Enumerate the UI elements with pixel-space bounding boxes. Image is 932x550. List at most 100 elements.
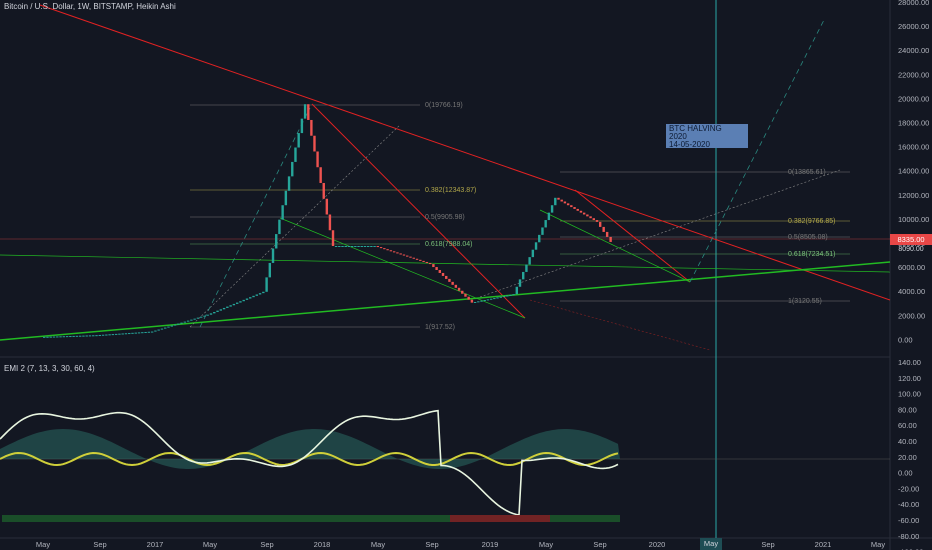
time-tick-label: May bbox=[539, 540, 553, 549]
current-price-tag: 8335.00 bbox=[890, 234, 932, 245]
fib-right bbox=[560, 171, 850, 302]
candle bbox=[505, 295, 509, 297]
candle bbox=[85, 335, 88, 337]
price-tick-label: 14000.00 bbox=[898, 167, 929, 176]
candle bbox=[454, 284, 458, 288]
candle bbox=[422, 260, 425, 262]
candle bbox=[467, 296, 470, 300]
candle bbox=[602, 226, 605, 232]
candle bbox=[294, 147, 297, 162]
candle bbox=[457, 287, 461, 291]
candle bbox=[52, 336, 56, 338]
candle bbox=[528, 257, 531, 265]
candle bbox=[206, 314, 209, 316]
indicator-title: EMI 2 (7, 13, 3, 30, 60, 4) bbox=[4, 364, 95, 373]
candle bbox=[341, 246, 344, 247]
fib-label: 0.5(8505.08) bbox=[788, 234, 828, 241]
indicator-bar-green bbox=[2, 515, 620, 522]
price-axis: 28000.00 26000.00 24000.00 22000.00 20000.00… bbox=[898, 0, 929, 344]
candle bbox=[402, 254, 406, 256]
secondary-price-tag: 8090.00 bbox=[898, 246, 924, 253]
candle bbox=[451, 281, 454, 285]
indicator-tick-label: -80.00 bbox=[898, 532, 919, 541]
candle bbox=[347, 246, 351, 247]
halving-annotation[interactable]: BTC HALVING 2020 14-05-2020 bbox=[666, 124, 748, 149]
candle bbox=[101, 334, 105, 336]
candle bbox=[425, 261, 429, 264]
candle bbox=[534, 242, 538, 250]
candle bbox=[65, 336, 69, 338]
candle bbox=[271, 248, 275, 263]
candle bbox=[547, 212, 551, 221]
candle bbox=[134, 332, 137, 334]
candle bbox=[461, 290, 464, 294]
candle bbox=[287, 176, 291, 191]
fib-label: 0.382(9766.85) bbox=[788, 218, 835, 225]
candle bbox=[357, 246, 360, 247]
fib-label: 0.382(12343.87) bbox=[425, 187, 476, 194]
candle bbox=[570, 205, 573, 208]
candle bbox=[180, 322, 183, 324]
candle bbox=[43, 336, 46, 338]
indicator-pane bbox=[0, 409, 890, 516]
candle bbox=[595, 220, 599, 222]
candle bbox=[193, 318, 196, 320]
candle bbox=[157, 329, 160, 331]
candle bbox=[354, 246, 357, 247]
candle bbox=[59, 336, 62, 338]
candle bbox=[386, 249, 389, 251]
candle bbox=[229, 305, 232, 307]
candle bbox=[303, 104, 307, 119]
candle bbox=[147, 331, 151, 333]
candle bbox=[428, 263, 432, 265]
candle bbox=[412, 257, 415, 259]
candle bbox=[144, 331, 147, 333]
candle bbox=[316, 151, 319, 168]
candle bbox=[379, 247, 383, 249]
candle bbox=[480, 300, 483, 302]
indicator-tick-label: -20.00 bbox=[898, 484, 919, 493]
candle bbox=[75, 335, 79, 337]
time-tick-label: 2018 bbox=[314, 540, 331, 549]
candle bbox=[213, 311, 216, 314]
fib-label: 0.618(7988.04) bbox=[425, 241, 472, 248]
fib-label: 0(13865.61) bbox=[788, 169, 826, 176]
price-tick-label: 18000.00 bbox=[898, 119, 929, 128]
fib-label: 0.618(7234.51) bbox=[788, 251, 835, 258]
candle bbox=[370, 246, 373, 247]
candle bbox=[235, 302, 239, 304]
candle bbox=[319, 167, 322, 183]
candle bbox=[473, 301, 477, 303]
candle bbox=[173, 324, 177, 326]
indicator-histogram bbox=[0, 451, 619, 467]
candle bbox=[46, 336, 49, 338]
candle bbox=[557, 197, 560, 200]
candle bbox=[496, 297, 499, 299]
candle bbox=[415, 258, 419, 260]
price-tick-label: 10000.00 bbox=[898, 215, 929, 224]
candle bbox=[441, 272, 445, 276]
candle bbox=[95, 335, 98, 337]
candles bbox=[43, 104, 612, 338]
candle bbox=[325, 198, 329, 215]
candle bbox=[196, 317, 200, 319]
candle bbox=[310, 119, 313, 136]
candle bbox=[389, 250, 393, 252]
candle bbox=[493, 298, 496, 300]
candle bbox=[262, 291, 265, 294]
time-tick-label: May bbox=[36, 540, 50, 549]
price-tick-label: 6000.00 bbox=[898, 263, 925, 272]
price-tick-label: 0.00 bbox=[898, 335, 913, 344]
indicator-tick-label: 60.00 bbox=[898, 421, 917, 430]
candle bbox=[268, 262, 272, 278]
candle bbox=[399, 253, 402, 255]
candle bbox=[509, 294, 512, 296]
candle bbox=[265, 277, 268, 292]
candle bbox=[111, 334, 115, 336]
candle bbox=[278, 219, 281, 235]
candle bbox=[576, 208, 579, 211]
candle bbox=[566, 203, 570, 206]
halving-label: BTC HALVING bbox=[669, 124, 722, 133]
candle bbox=[160, 328, 164, 330]
